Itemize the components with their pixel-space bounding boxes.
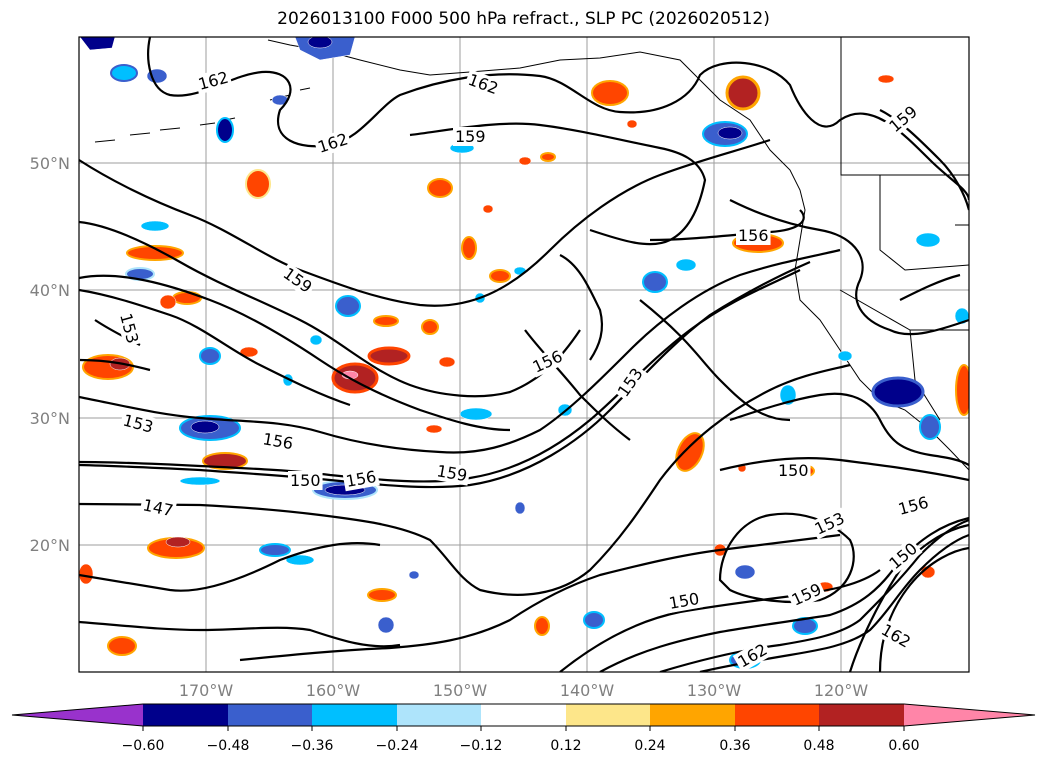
- map-plot-area: 162 162 162 159 159 159 159 156 156 156 …: [79, 37, 969, 672]
- colorbar-segment: [397, 704, 481, 726]
- colorbar-segment: [143, 704, 228, 726]
- lon-label: 130°W: [687, 681, 742, 700]
- latitude-labels: 50°N 40°N 30°N 20°N: [30, 154, 70, 555]
- map-title: 2026013100 F000 500 hPa refract., SLP PC…: [277, 9, 770, 29]
- contour-label-halo: [736, 226, 771, 245]
- colorbar-tick-labels: −0.60 −0.48 −0.36 −0.24 −0.12 0.12 0.24 …: [122, 738, 920, 754]
- longitude-labels: 170°W 160°W 150°W 140°W 130°W 120°W: [179, 681, 869, 700]
- colorbar-ticks: [142, 726, 905, 731]
- contour-label-halo: [139, 494, 177, 521]
- colorbar: −0.60 −0.48 −0.36 −0.24 −0.12 0.12 0.24 …: [11, 703, 1036, 754]
- contour-label: 150: [778, 461, 809, 480]
- contour-label-halo: [259, 428, 297, 454]
- colorbar-tick-label: 0.36: [719, 738, 750, 754]
- contour-label-halo: [115, 309, 143, 348]
- contour-label-halo: [809, 507, 850, 540]
- colorbar-tick-label: −0.24: [376, 738, 419, 754]
- contour-label-halo: [786, 578, 827, 611]
- map-frame: [78, 36, 970, 673]
- colorbar-tick-label: −0.60: [122, 738, 165, 754]
- contour-label-halo: [612, 362, 648, 402]
- lat-label: 30°N: [30, 409, 70, 428]
- contour-label-halo: [732, 638, 773, 672]
- contour-label-halo: [313, 128, 353, 158]
- colorbar-segment: [228, 704, 312, 726]
- lon-label: 170°W: [179, 681, 234, 700]
- contour-label-halo: [194, 67, 233, 95]
- lon-label: 120°W: [814, 681, 869, 700]
- colorbar-segment: [481, 704, 566, 726]
- contour-label-halo: [342, 466, 380, 492]
- colorbar-tick-label: −0.36: [291, 738, 334, 754]
- contour-label-halo: [883, 100, 923, 138]
- lat-label: 40°N: [30, 281, 70, 300]
- contour-label-halo: [119, 409, 158, 438]
- contour-label: 159: [455, 127, 486, 146]
- colorbar-segment: [312, 704, 397, 726]
- contour-label-halo: [876, 619, 916, 653]
- colorbar-segment: [650, 704, 735, 726]
- lon-label: 150°W: [433, 681, 488, 700]
- contour-label-halo: [453, 127, 488, 146]
- contour-label-halo: [288, 471, 323, 490]
- contour-label-halo: [278, 262, 318, 298]
- contour-label-halo: [776, 461, 811, 480]
- colorbar-tick-label: 0.48: [803, 738, 834, 754]
- contour-label-halo: [463, 69, 503, 99]
- contour-label-halo: [883, 537, 923, 575]
- contour-label-halo: [665, 588, 703, 614]
- contour-label-halo: [527, 345, 568, 378]
- contour-label: 156: [738, 226, 769, 245]
- colorbar-tick-label: 0.12: [550, 738, 581, 754]
- colorbar-tick-label: −0.12: [460, 738, 503, 754]
- lat-label: 20°N: [30, 536, 70, 555]
- colorbar-segment: [735, 704, 819, 726]
- colorbar-segment: [819, 704, 904, 726]
- lon-label: 160°W: [306, 681, 361, 700]
- colorbar-tick-label: 0.60: [888, 738, 919, 754]
- colorbar-extend-min: [12, 704, 143, 726]
- contour-label-halo: [433, 460, 471, 486]
- contour-label-halo: [894, 492, 933, 520]
- colorbar-tick-label: −0.48: [207, 738, 250, 754]
- contour-label-layer: 162 162 162 159 159 159 159 156 156 156 …: [115, 67, 933, 672]
- contour-label: 150: [290, 471, 321, 490]
- lat-label: 50°N: [30, 154, 70, 173]
- lon-label: 140°W: [560, 681, 615, 700]
- colorbar-tick-label: 0.24: [634, 738, 665, 754]
- colorbar-extend-max: [904, 704, 1035, 726]
- colorbar-segment: [566, 704, 650, 726]
